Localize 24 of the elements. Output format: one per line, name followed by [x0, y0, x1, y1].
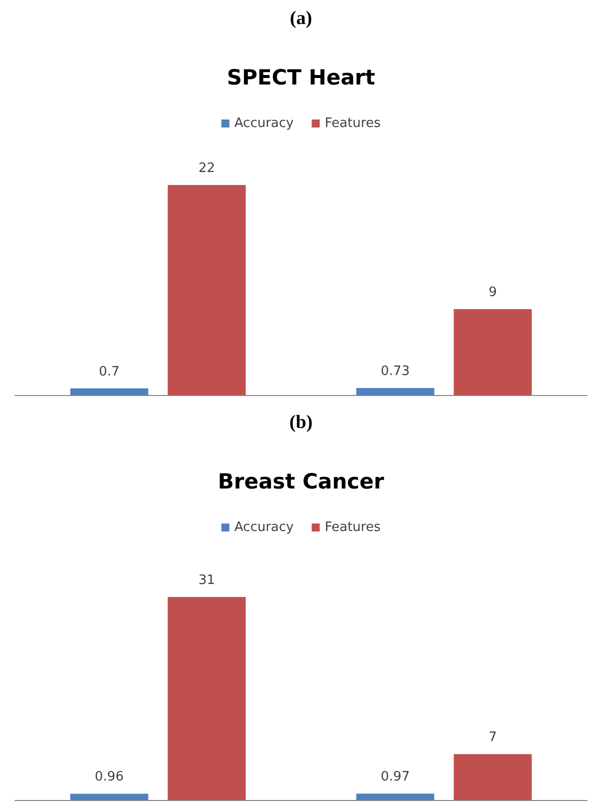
- data-label: 9: [488, 285, 497, 300]
- legend-label: Accuracy: [234, 520, 294, 535]
- legend-label: Features: [324, 520, 381, 535]
- data-label: 0.7: [98, 364, 120, 380]
- bar: [168, 185, 246, 395]
- data-label: 0.97: [380, 770, 410, 785]
- bar: [70, 388, 148, 395]
- chart-title: Breast Cancer: [218, 470, 385, 494]
- bar: [356, 388, 434, 395]
- text: (a): [290, 8, 312, 29]
- legend-label: Features: [324, 116, 381, 131]
- data-label: 7: [488, 730, 497, 746]
- bar: [70, 794, 148, 800]
- bar: [454, 309, 532, 395]
- data-label: 22: [198, 161, 216, 176]
- bar: [356, 794, 434, 800]
- text: (b): [289, 412, 313, 433]
- legend-label: Accuracy: [234, 116, 294, 131]
- data-label: 0.73: [380, 364, 410, 380]
- data-label: 31: [198, 573, 216, 588]
- bar: [168, 597, 246, 800]
- chart-title: SPECT Heart: [226, 66, 376, 90]
- bar: [454, 754, 532, 800]
- data-label: 0.96: [94, 770, 124, 785]
